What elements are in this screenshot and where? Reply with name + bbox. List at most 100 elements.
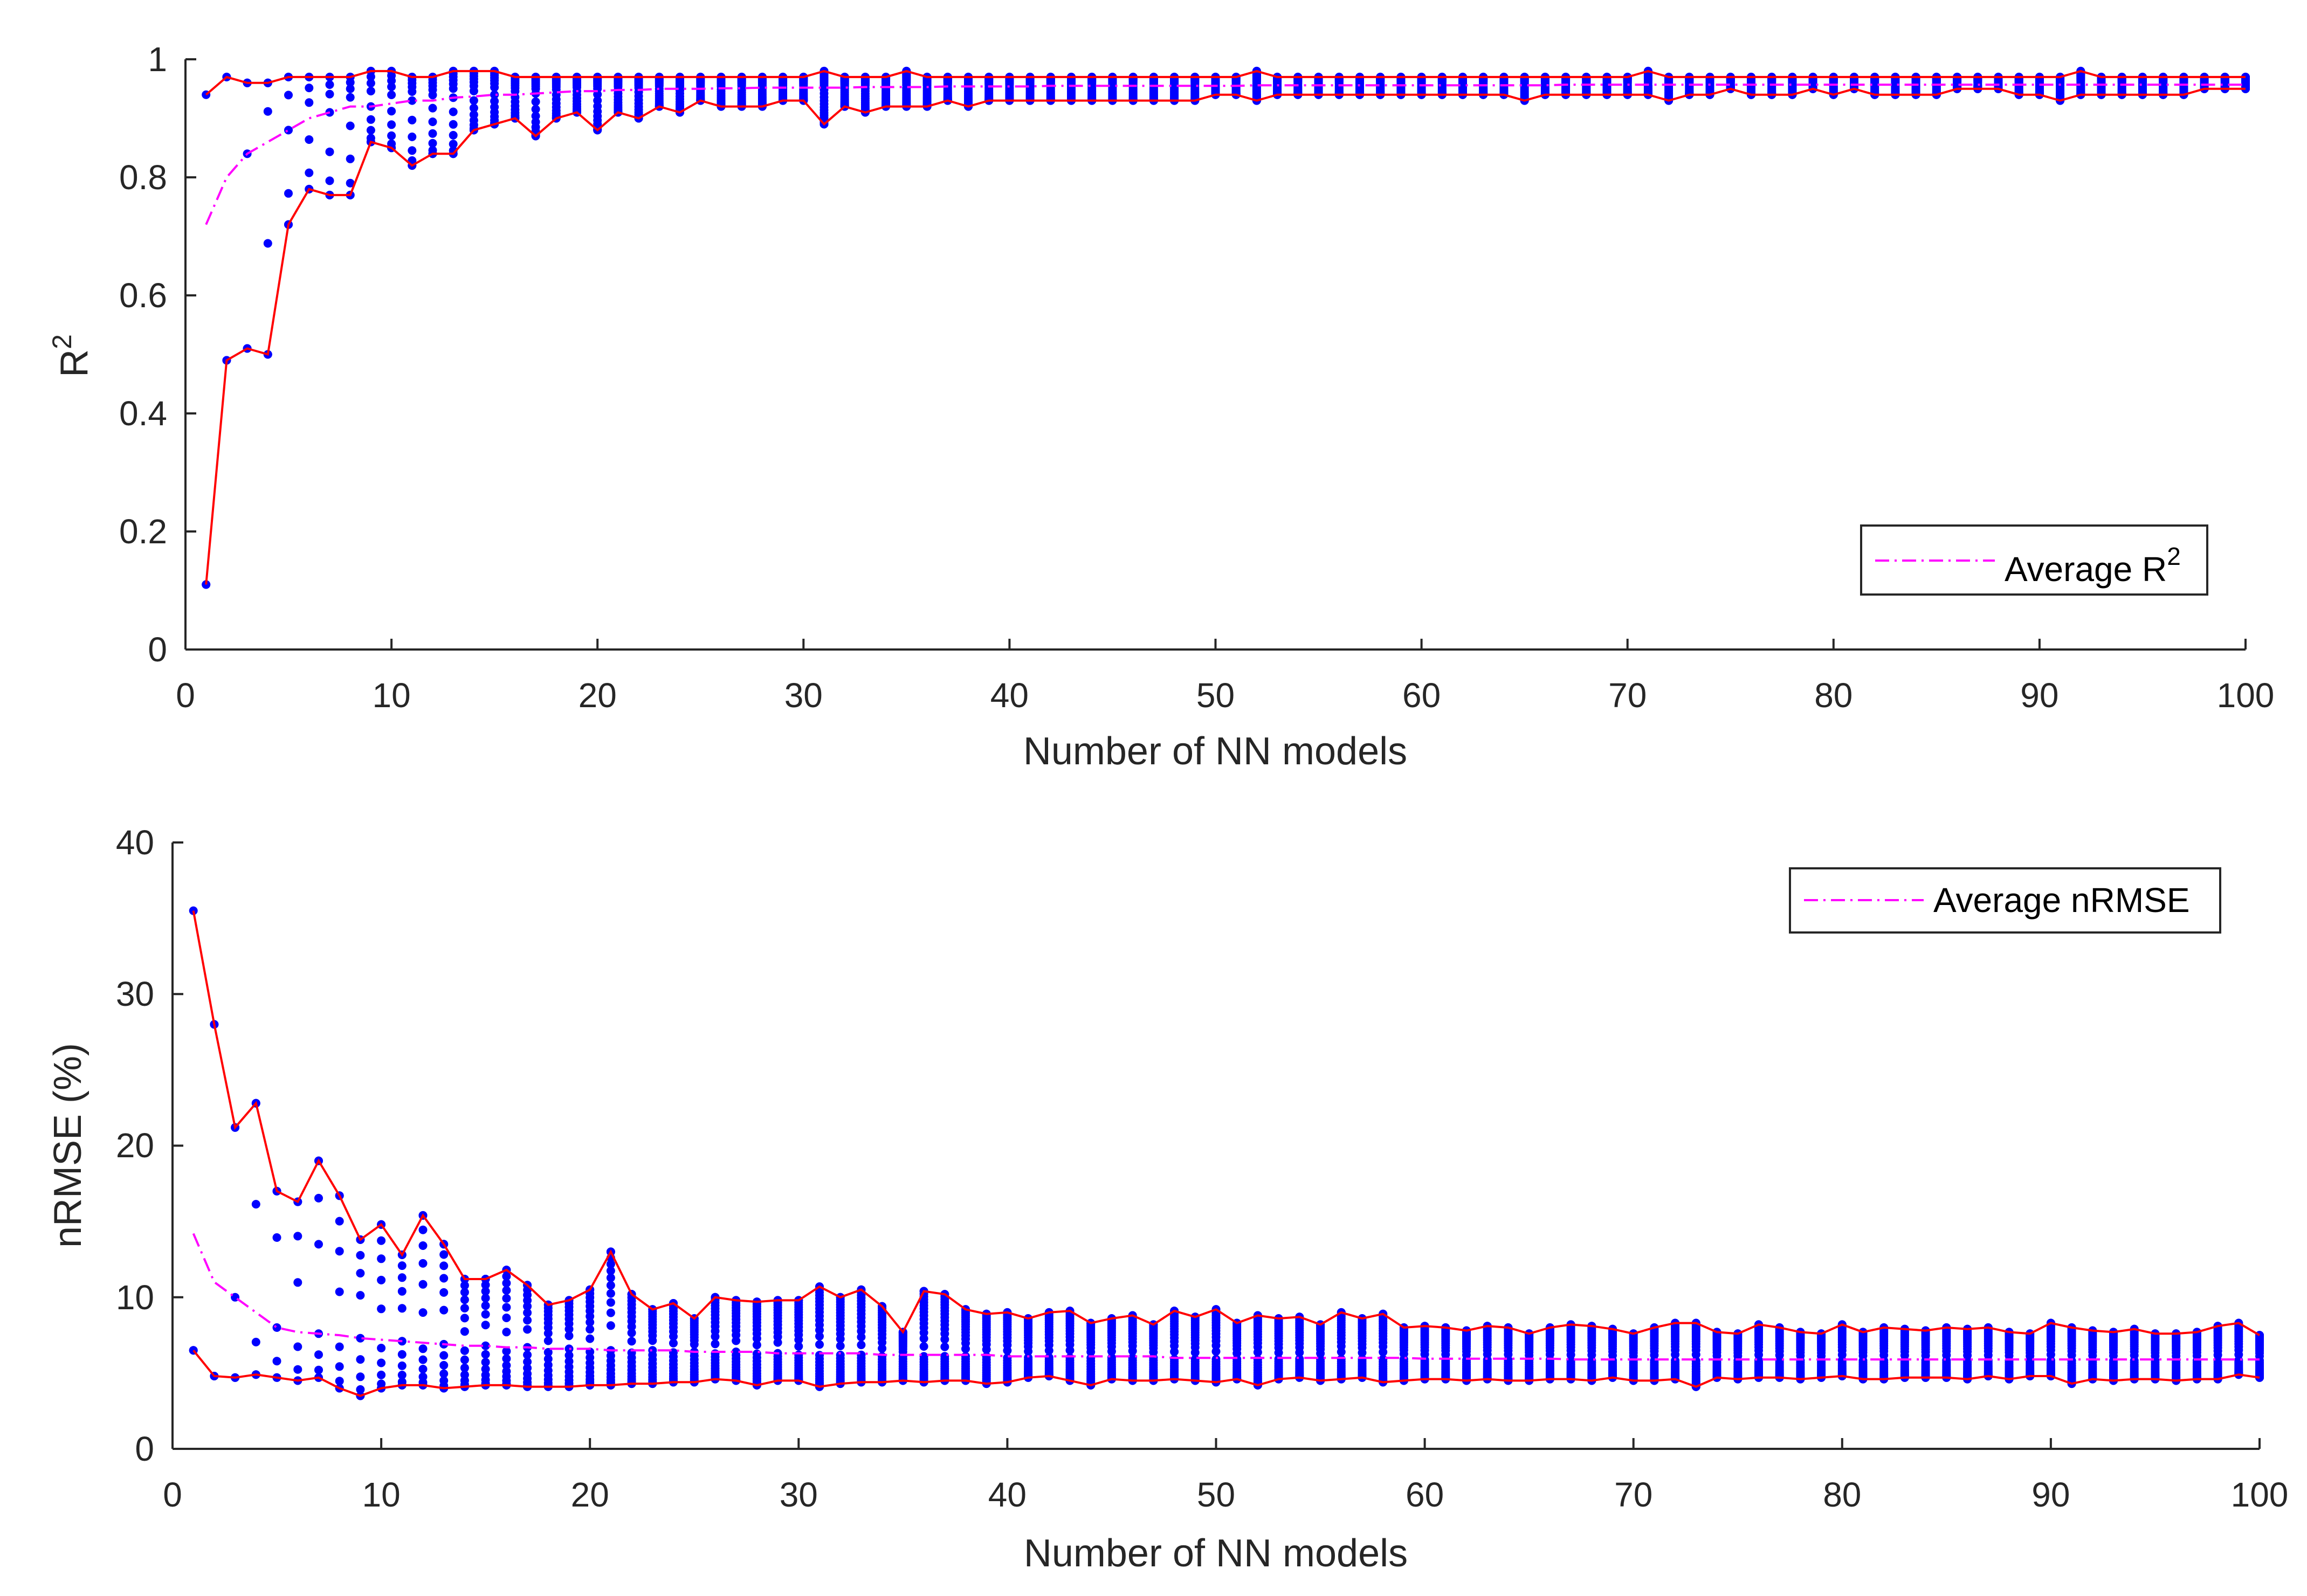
bottom-data-point [377, 1236, 386, 1245]
bottom-data-point [272, 1357, 281, 1366]
bottom-data-point [502, 1303, 511, 1312]
bottom-data-point [606, 1289, 615, 1298]
bottom-data-point [460, 1346, 469, 1355]
bottom-data-point [293, 1365, 302, 1374]
bottom-data-point [397, 1350, 407, 1359]
top-data-point [325, 89, 334, 99]
bottom-data-point [314, 1240, 323, 1249]
top-data-point [346, 178, 355, 188]
top-x-tick-label: 50 [1196, 676, 1235, 715]
bottom-data-point [439, 1360, 449, 1370]
bottom-data-point [919, 1352, 928, 1361]
bottom-points-group [189, 906, 2264, 1400]
bottom-data-point [397, 1304, 407, 1313]
top-data-point [346, 84, 355, 93]
bottom-data-point [418, 1225, 428, 1234]
top-x-tick-label: 80 [1814, 676, 1853, 715]
top-data-point [408, 96, 417, 105]
top-data-point [305, 84, 314, 93]
bottom-data-point [586, 1334, 595, 1343]
bottom-data-point [293, 1232, 302, 1241]
top-legend-label-superscript: 2 [2167, 542, 2181, 570]
top-data-point [263, 107, 272, 116]
bottom-data-point [711, 1349, 720, 1358]
bottom-data-point [356, 1269, 365, 1278]
bottom-data-point [397, 1371, 407, 1379]
bottom-data-point [356, 1250, 365, 1260]
top-data-point [366, 79, 375, 88]
bottom-data-point [919, 1342, 928, 1351]
bottom-data-point [481, 1321, 490, 1330]
bottom-data-point [460, 1314, 469, 1323]
top-data-point [408, 146, 417, 155]
bottom-data-point [606, 1308, 615, 1317]
top-data-point [531, 105, 540, 114]
top-data-point [387, 91, 396, 99]
top-legend: Average R2 [1860, 524, 2208, 596]
bottom-data-point [523, 1350, 532, 1359]
bottom-data-point [397, 1361, 407, 1370]
top-y-tick-label: 0.2 [119, 512, 167, 551]
top-data-point [387, 120, 396, 129]
top-y-axis-label: R2 [47, 334, 96, 377]
top-data-point [263, 239, 272, 248]
bottom-data-point [314, 1365, 323, 1374]
top-y-tick-label: 0.8 [119, 158, 167, 197]
bottom-data-point [711, 1339, 720, 1349]
bottom-data-point [1065, 1353, 1075, 1362]
top-y-axis-label-group: R2 [47, 334, 96, 377]
top-x-tick-label: 0 [176, 676, 195, 715]
bottom-data-point [293, 1342, 302, 1351]
top-x-tick-label: 20 [579, 676, 617, 715]
bottom-data-point [251, 1337, 260, 1346]
bottom-data-point [502, 1328, 511, 1337]
top-y-tick-label: 1 [148, 40, 167, 79]
bottom-data-point [418, 1344, 428, 1353]
bottom-data-point [857, 1350, 866, 1359]
top-data-point [387, 131, 396, 140]
bottom-data-point [439, 1274, 449, 1283]
top-data-point [490, 90, 499, 99]
bottom-data-point [836, 1350, 845, 1359]
bottom-data-point [523, 1325, 532, 1334]
top-data-point [490, 96, 499, 106]
bottom-data-point [397, 1261, 407, 1270]
top-data-point [408, 115, 417, 125]
bottom-data-point [940, 1342, 949, 1351]
bottom-data-point [815, 1351, 824, 1360]
bottom-data-point [752, 1349, 761, 1358]
bottom-data-point [648, 1346, 657, 1355]
bottom-data-point [523, 1316, 532, 1325]
bottom-data-point [377, 1304, 386, 1314]
top-data-point [428, 103, 437, 113]
bottom-data-point [356, 1291, 365, 1300]
bottom-data-point [377, 1370, 386, 1379]
top-y-axis-label-base: R [53, 349, 96, 377]
bottom-data-point [502, 1294, 511, 1303]
bottom-data-point [878, 1352, 887, 1361]
top-data-point [449, 140, 458, 149]
top-x-tick-label: 70 [1608, 676, 1647, 715]
top-data-point [428, 139, 437, 148]
bottom-data-point [439, 1369, 449, 1378]
bottom-data-point [335, 1342, 344, 1351]
bottom-data-point [418, 1259, 428, 1268]
top-data-point [531, 118, 540, 127]
bottom-data-point [460, 1304, 469, 1312]
top-x-tick-label: 60 [1402, 676, 1441, 715]
bottom-data-point [543, 1336, 553, 1345]
bottom-data-point [481, 1350, 490, 1359]
top-data-point [469, 110, 478, 119]
top-y-tick-label: 0.6 [119, 276, 167, 315]
bottom-data-point [397, 1273, 407, 1282]
bottom-chart: 0 10 20 30 40 50 60 70 80 90 100 0 10 20… [46, 823, 2288, 1575]
bottom-data-point [794, 1350, 803, 1359]
bottom-data-point [272, 1233, 281, 1242]
bottom-data-point [1170, 1355, 1179, 1364]
top-x-axis-label: Number of NN models [1023, 730, 1407, 773]
bottom-data-point [502, 1354, 511, 1363]
top-x-tick-label: 90 [2020, 676, 2058, 715]
bottom-data-point [439, 1351, 449, 1360]
bottom-data-point [481, 1310, 490, 1319]
